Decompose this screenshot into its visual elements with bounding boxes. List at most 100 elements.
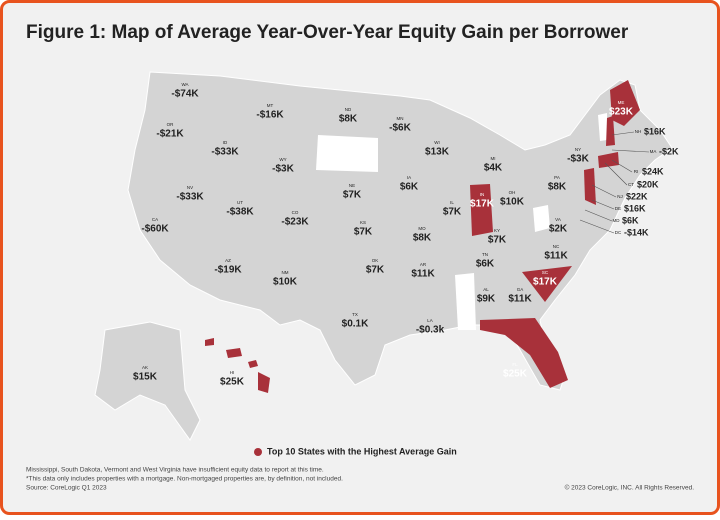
leader-line [604,162,628,186]
state-value: $22K [626,191,648,201]
state-code: WI [434,140,440,145]
state-code: MT [267,103,274,108]
state-value: $10K [500,197,525,208]
state-code: DC [615,230,622,235]
state-code: OR [167,122,175,127]
footnote: Mississippi, South Dakota, Vermont and W… [26,467,324,474]
highlight-state [226,348,242,358]
state-value: $23K [609,107,634,118]
state-value: -$38K [226,207,254,218]
leader-line [611,149,650,153]
state-code: NM [282,270,289,275]
state-value: $20K [637,179,659,189]
state-value: $6K [400,182,419,193]
state-code: OH [509,190,516,195]
state-value: -$33K [176,192,204,203]
state-code: WA [181,82,188,87]
state-code: CT [628,182,634,187]
state-code: AR [420,262,427,267]
no-data-state [598,113,607,141]
state-value: $8K [413,233,432,244]
state-code: MD [613,218,621,223]
state-value: -$3K [567,154,589,165]
state-value: -$21K [156,129,184,140]
state-value: $24K [642,166,664,176]
highlight-state [248,360,258,368]
state-code: LA [427,318,433,323]
leader-line [591,184,617,198]
state-value: $11K [508,294,532,305]
state-code: KY [494,228,500,233]
leader-line [611,131,635,136]
state-value: -$6K [389,123,411,134]
state-code: CO [292,210,299,215]
state-code: ND [345,107,352,112]
state-code: MN [397,116,404,121]
state-code: NE [349,183,355,188]
state-code: GA [517,287,524,292]
state-value: -$14K [624,227,649,237]
state-value: -$74K [171,89,199,100]
highlight-state [606,116,615,146]
state-code: VA [555,217,561,222]
state-value: $9K [477,294,496,305]
highlight-state [205,338,214,346]
state-code: KS [360,220,366,225]
state-value: -$0.3k [416,325,445,336]
state-code: MA [650,149,657,154]
state-code: IN [480,192,485,197]
state-value: $7K [443,207,462,218]
state-value: -$60K [141,224,169,235]
highlight-state [522,266,572,302]
state-code: PA [554,175,560,180]
state-value: $7K [343,190,362,201]
state-code: CA [152,217,158,222]
highlight-state [584,168,596,205]
state-value: $0.1K [342,319,369,330]
state-value: $11K [544,251,568,262]
state-value: -$2K [659,146,679,156]
state-code: AZ [225,258,231,263]
footnote: Source: CoreLogic Q1 2023 [26,485,107,492]
state-code: ID [223,140,228,145]
state-value: $4K [484,163,503,174]
state-value: $13K [425,147,450,158]
state-code: NY [575,147,581,152]
state-value: $11K [411,269,435,280]
state-code: NV [187,185,193,190]
no-data-state [455,273,476,330]
state-value: $17K [470,199,495,210]
legend-marker [254,448,262,456]
state-value: -$19K [214,265,242,276]
state-value: $25K [220,377,245,388]
state-value: -$33K [211,147,239,158]
state-code: NC [553,244,560,249]
leader-line [591,199,615,210]
state-code: HI [230,370,235,375]
state-code: IA [407,175,411,180]
state-value: $17K [533,277,558,288]
state-code: TX [352,312,358,317]
title: Figure 1: Map of Average Year-Over-Year … [26,22,629,43]
state-code: AL [483,287,489,292]
state-code: OK [372,258,379,263]
highlight-state [480,318,568,388]
state-value: $10K [273,277,298,288]
state-value: $25K [503,369,528,380]
state-value: $16K [644,126,666,136]
state-code: DE [615,206,621,211]
state-value: -$3K [272,164,294,175]
highlight-state [258,372,270,393]
state-code: IL [450,200,454,205]
state-code: SC [542,270,549,275]
highlight-state [470,184,493,236]
state-value: $15K [133,372,158,383]
copyright: © 2023 CoreLogic, INC. All Rights Reserv… [565,484,695,492]
state-value: -$23K [281,217,309,228]
state-value: -$16K [256,110,284,121]
highlight-state [610,80,640,126]
leader-line [584,209,613,222]
leader-line [611,159,633,173]
